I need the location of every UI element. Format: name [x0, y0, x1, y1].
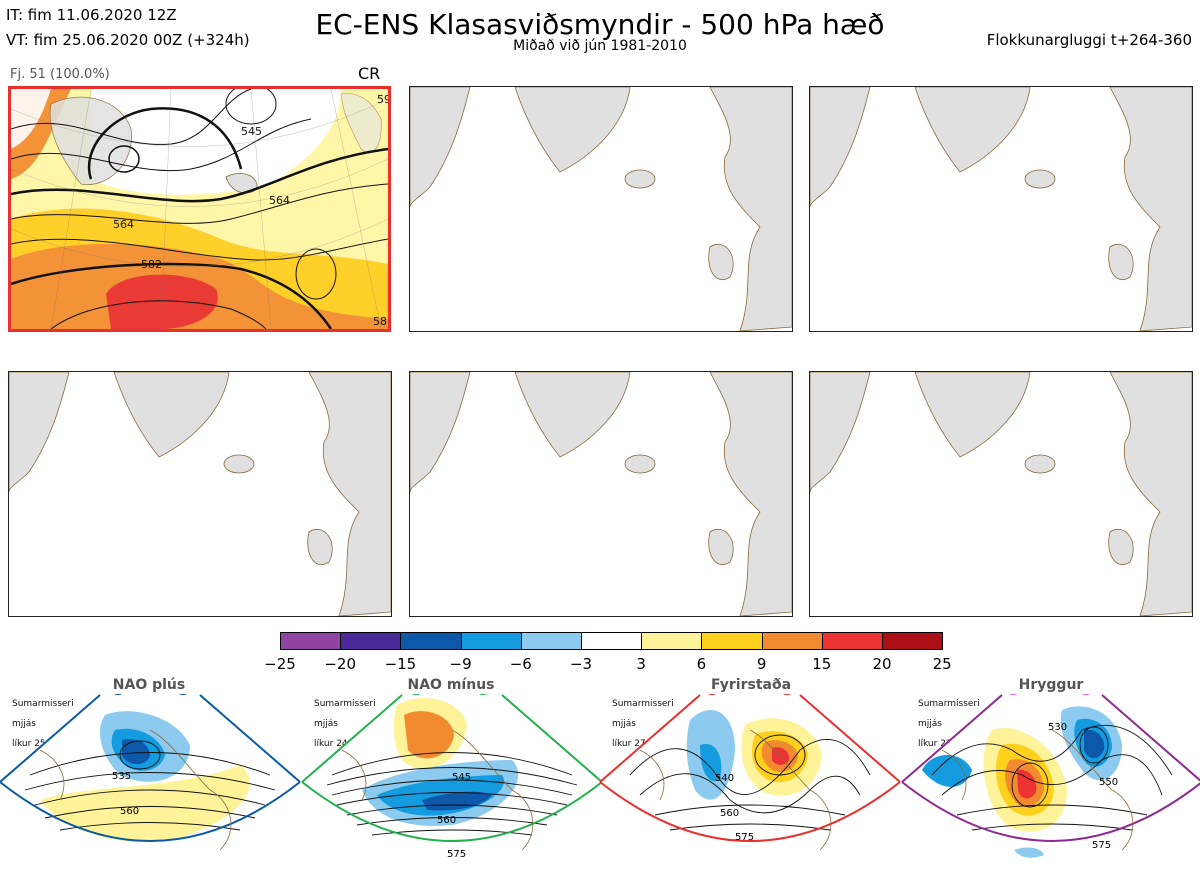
colorbar-segment [460, 632, 522, 650]
colorbar-segment [701, 632, 763, 650]
contour-label: 564 [269, 194, 290, 207]
regime-months: mjjás [612, 719, 636, 729]
contour-label: 535 [112, 771, 131, 782]
contour-label: 58 [373, 315, 387, 328]
colorbar-segment [340, 632, 402, 650]
colorbar-tick-label: −6 [509, 655, 532, 673]
contour-label: 545 [452, 772, 471, 783]
colorbar-tick-label: 20 [872, 655, 892, 673]
colorbar-segment [520, 632, 582, 650]
basemap-6 [810, 372, 1192, 616]
regime-months: mjjás [314, 719, 338, 729]
basemap-2 [410, 87, 792, 331]
nao-plus-map: 535 560 [0, 694, 301, 851]
contour-label: 540 [715, 773, 734, 784]
member-count-label: Fj. 51 (100.0%) [10, 67, 110, 82]
cluster-map-panel-4[interactable] [8, 371, 392, 617]
colorbar-segment [581, 632, 643, 650]
regime-title-ridge: Hryggur [1018, 677, 1084, 693]
contour-label: 575 [735, 832, 754, 843]
contour-label: 59 [377, 93, 388, 106]
valid-time: VT: fim 25.06.2020 00Z (+324h) [6, 31, 250, 49]
contour-label: 545 [241, 125, 262, 138]
basemap-3 [810, 87, 1192, 331]
ridge-map: 530 550 575 [901, 694, 1200, 858]
contour-label: 560 [120, 806, 139, 817]
regime-title-blocking: Fyrirstaða [710, 677, 792, 693]
colorbar-tick-label: 9 [756, 655, 767, 673]
colorbar-tick-label: 6 [696, 655, 707, 673]
colorbar-segment [280, 632, 342, 650]
regime-season: Sumarmisseri [12, 699, 74, 709]
regime-title-nao-plus: NAO plús [112, 677, 186, 693]
colorbar-tick-label: −15 [384, 655, 417, 673]
contour-label: 550 [1099, 777, 1118, 788]
contour-label: 575 [447, 849, 466, 860]
cluster-map-panel-1[interactable]: 545 564 564 582 58 59 [8, 86, 391, 332]
cluster-map-panel-3[interactable] [809, 86, 1193, 332]
basemap-4 [9, 372, 391, 616]
regime-months: mjjás [918, 719, 942, 729]
cluster-map-1-svg: 545 564 564 582 58 59 [11, 89, 388, 329]
classification-window: Flokkunargluggi t+264-360 [986, 31, 1192, 49]
colorbar-tick-label: 3 [636, 655, 646, 673]
nao-minus-map: 545 560 575 [301, 694, 603, 860]
regime-season: Sumarmisseri [612, 699, 674, 709]
basemap-5 [410, 372, 792, 616]
blocking-map: 540 560 575 [599, 694, 901, 851]
regime-code-label: CR [358, 64, 381, 83]
regime-title-nao-minus: NAO mínus [407, 677, 495, 693]
contour-label: 564 [113, 218, 134, 231]
regime-reference-maps: 535 560 545 560 575 [0, 694, 1200, 860]
page-title: EC-ENS Klasasviðsmyndir - 500 hPa hæð [315, 8, 885, 41]
colorbar-tick-label: −3 [569, 655, 593, 673]
colorbar-segment [761, 632, 823, 650]
colorbar-tick-label: 25 [932, 655, 952, 673]
colorbar-tick-label: −25 [264, 655, 296, 673]
cluster-map-panel-2[interactable] [409, 86, 793, 332]
contour-label: 530 [1048, 722, 1067, 733]
contour-label: 560 [437, 815, 456, 826]
contour-label: 582 [141, 258, 162, 271]
colorbar-tick-label: −20 [324, 655, 357, 673]
contour-label: 575 [1092, 840, 1111, 851]
regime-season: Sumarmisseri [918, 699, 980, 709]
regime-season: Sumarmisseri [314, 699, 376, 709]
colorbar-segment [400, 632, 462, 650]
colorbar-tick-label: 15 [812, 655, 832, 673]
colorbar-segment [641, 632, 703, 650]
cluster-map-panel-6[interactable] [809, 371, 1193, 617]
page-subtitle: Miðað við jún 1981-2010 [513, 38, 687, 54]
colorbar-segment [821, 632, 883, 650]
initial-time: IT: fim 11.06.2020 12Z [6, 6, 177, 24]
regime-months: mjjás [12, 719, 36, 729]
cluster-map-panel-5[interactable] [409, 371, 793, 617]
contour-label: 560 [720, 808, 739, 819]
colorbar-tick-label: −9 [449, 655, 472, 673]
colorbar-segment [882, 632, 944, 650]
